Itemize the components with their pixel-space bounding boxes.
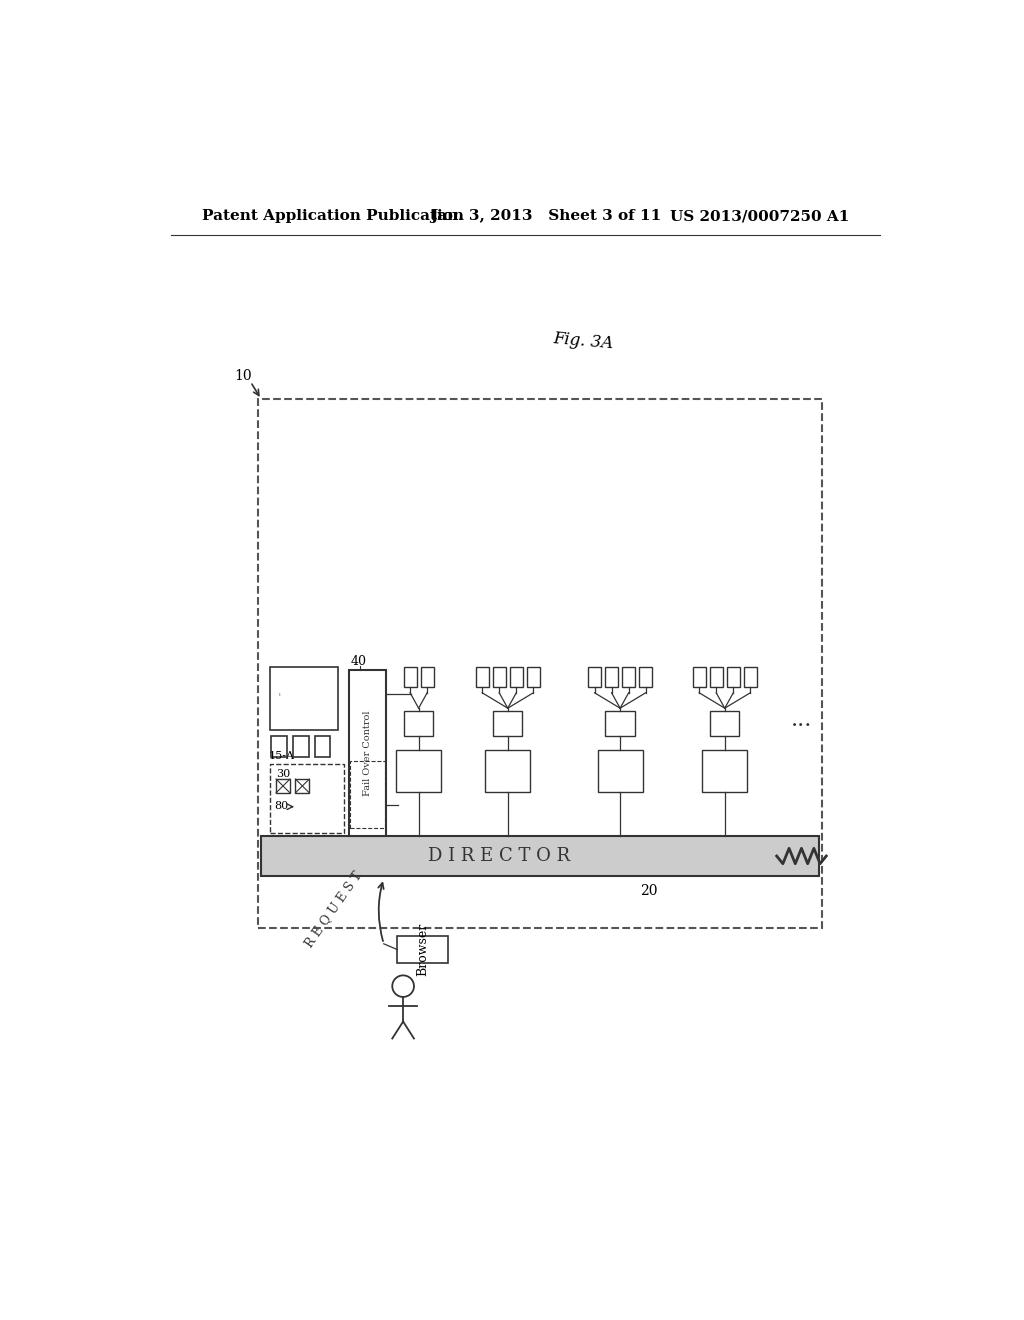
Bar <box>588 667 601 686</box>
Text: Fig. 3A: Fig. 3A <box>553 330 614 352</box>
Bar <box>258 400 821 928</box>
Bar <box>727 667 740 686</box>
Text: 40: 40 <box>350 655 367 668</box>
Bar <box>493 667 506 686</box>
Bar <box>743 667 757 686</box>
Bar <box>421 667 434 686</box>
Bar <box>475 667 488 686</box>
Text: 10: 10 <box>234 368 252 383</box>
Text: 30: 30 <box>276 770 290 779</box>
Bar <box>314 737 331 758</box>
Bar <box>605 667 618 686</box>
Bar <box>349 671 386 836</box>
Bar <box>526 667 540 686</box>
Bar <box>276 779 290 793</box>
Bar <box>260 836 819 876</box>
Text: D I R E C T O R: D I R E C T O R <box>428 847 570 865</box>
Bar <box>397 936 447 964</box>
Bar <box>270 667 338 730</box>
Bar <box>350 760 385 828</box>
Text: ': ' <box>278 692 281 705</box>
Bar <box>702 750 748 792</box>
Bar <box>403 667 417 686</box>
Bar <box>639 667 652 686</box>
Bar <box>510 667 523 686</box>
Text: 80: 80 <box>274 801 289 810</box>
Text: Browser: Browser <box>416 923 429 977</box>
Bar <box>710 711 739 737</box>
Bar <box>270 763 344 833</box>
Bar <box>710 667 723 686</box>
Text: 15-A: 15-A <box>268 751 294 760</box>
Bar <box>692 667 706 686</box>
Bar <box>485 750 530 792</box>
Bar <box>403 711 433 737</box>
Bar <box>605 711 635 737</box>
Bar <box>293 737 308 758</box>
Text: R E Q U E S T: R E Q U E S T <box>302 869 365 949</box>
Text: Jan. 3, 2013   Sheet 3 of 11: Jan. 3, 2013 Sheet 3 of 11 <box>430 209 662 223</box>
Text: Patent Application Publication: Patent Application Publication <box>202 209 464 223</box>
Bar <box>622 667 635 686</box>
Bar <box>598 750 643 792</box>
Text: US 2013/0007250 A1: US 2013/0007250 A1 <box>671 209 850 223</box>
Text: 20: 20 <box>640 884 658 899</box>
Bar <box>396 750 441 792</box>
Bar <box>295 779 309 793</box>
Text: ...: ... <box>791 710 812 731</box>
Bar <box>271 737 287 758</box>
Bar <box>493 711 522 737</box>
Text: Fail Over Control: Fail Over Control <box>362 710 372 796</box>
